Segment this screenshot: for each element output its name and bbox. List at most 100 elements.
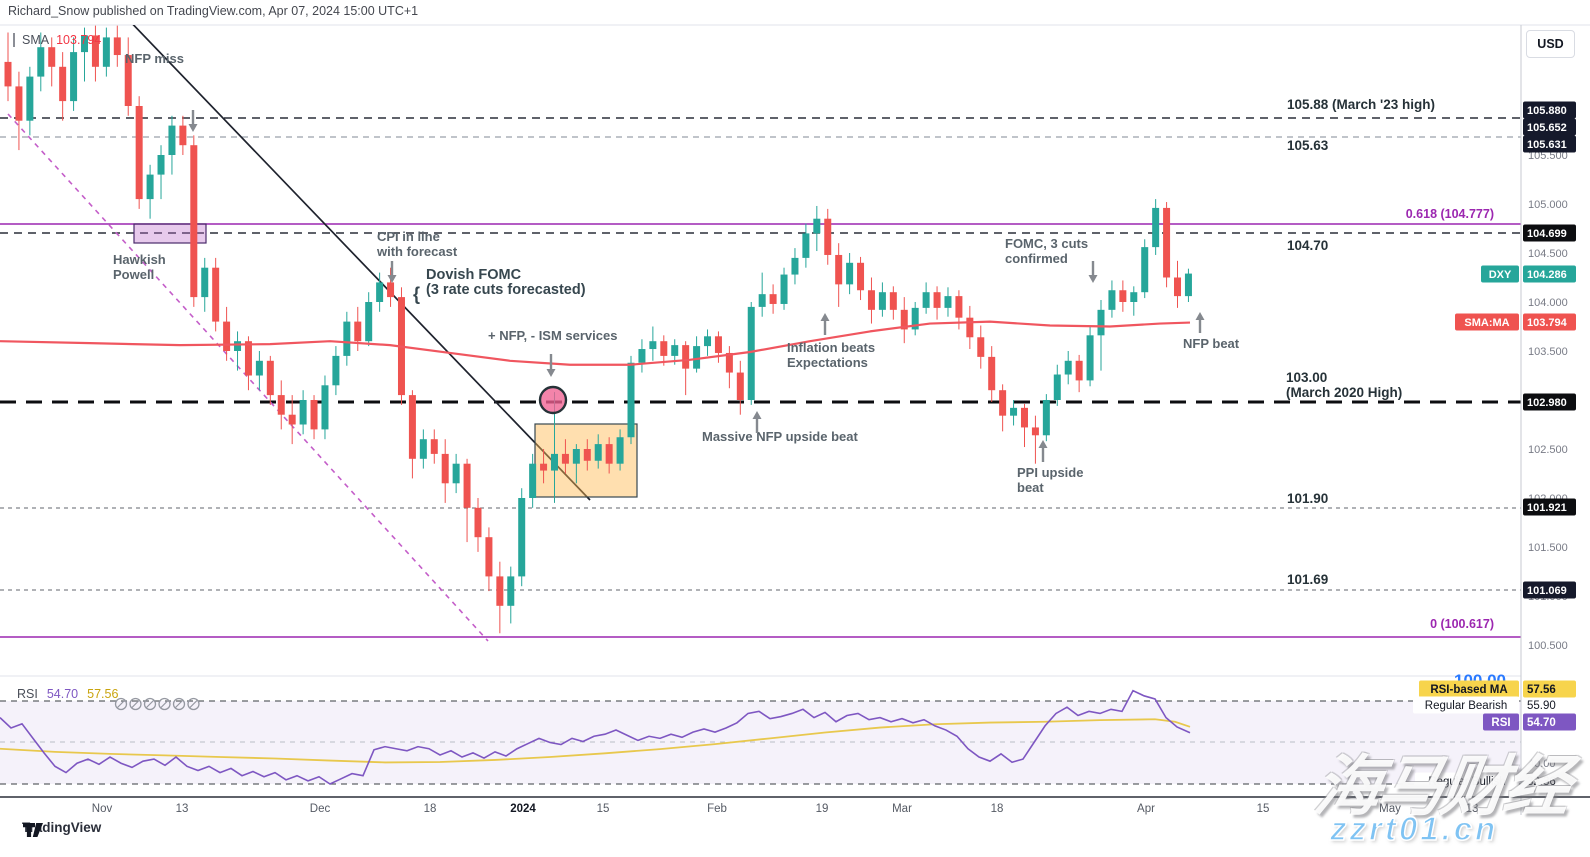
candle: [955, 296, 963, 318]
candle: [551, 453, 558, 471]
candle: [441, 453, 449, 484]
candle: [244, 341, 252, 376]
time-tick: Apr: [1137, 803, 1155, 815]
candle: [321, 385, 329, 430]
svg-text:Hawkish: Hawkish: [113, 252, 166, 267]
svg-text:105.880: 105.880: [1527, 105, 1567, 117]
tradingview-branding[interactable]: TradingView: [22, 820, 101, 837]
circle-marker: [538, 385, 568, 415]
svg-text:104.286: 104.286: [1527, 269, 1567, 281]
currency-unit-button[interactable]: USD: [1526, 30, 1575, 58]
rsi-legend-label: RSI: [17, 687, 38, 701]
time-tick: 19: [816, 803, 829, 815]
candle: [474, 507, 482, 538]
candle: [1184, 273, 1192, 297]
rsi-pane: [0, 689, 1521, 785]
rsi-legend[interactable]: RSI 54.70 57.56: [17, 687, 118, 701]
candle: [966, 317, 974, 338]
time-axis[interactable]: Nov 13 Dec 18 2024 15 Feb 19 Mar 18 Apr 15 May 13: [0, 796, 1590, 815]
candle: [146, 174, 154, 200]
note-brace: {: [413, 284, 420, 304]
main-series-legend[interactable]: SMA 103.794: [13, 33, 101, 47]
candle: [266, 360, 274, 396]
rsi-line: [0, 689, 1191, 785]
price-badge: [1523, 224, 1576, 242]
candle: [638, 349, 646, 363]
price-tick: 101.500: [1528, 542, 1568, 554]
candle: [682, 345, 690, 369]
candle: [693, 346, 701, 369]
svg-text:(3 rate cuts forecasted): (3 rate cuts forecasted): [426, 282, 586, 298]
arrow-up-icon: [820, 313, 830, 321]
price-tick: 105.000: [1528, 199, 1568, 211]
candle: [255, 360, 263, 376]
sma-line: [0, 320, 1191, 366]
legend-handle-icon: [13, 33, 15, 47]
candle: [91, 35, 99, 67]
candle: [135, 106, 143, 200]
candle: [354, 321, 362, 342]
rsi-axis[interactable]: 40.00 RSI-based MA 57.56 Regular Bearish 55.…: [1413, 680, 1576, 790]
price-tick: 103.500: [1528, 346, 1568, 358]
candle: [977, 337, 985, 357]
svg-text:101.69: 101.69: [1287, 572, 1328, 587]
price-badge: [1523, 313, 1576, 331]
svg-text:(March 2020 High): (March 2020 High): [1286, 385, 1402, 400]
candle: [288, 414, 296, 425]
arrow-down-icon: [1088, 275, 1098, 283]
note-nfp-miss: NFP miss: [125, 51, 184, 66]
indicator-circle-icon: [143, 697, 157, 711]
candle: [1097, 309, 1105, 336]
time-tick: Feb: [707, 803, 727, 815]
price-axis[interactable]: 105.500105.000104.500104.000103.500103.0…: [1455, 25, 1576, 815]
time-tick: 13: [1466, 803, 1479, 815]
time-tick: 15: [1257, 803, 1270, 815]
note-nfp-ism: + NFP, - ISM services: [488, 328, 617, 343]
candle: [540, 463, 548, 471]
sma-legend-value: 103.794: [56, 33, 102, 47]
chart-frame: [0, 24, 1590, 677]
candle: [201, 267, 209, 298]
arrow-up-icon: [1195, 312, 1205, 320]
svg-text:105.88 (March '23 high): 105.88 (March '23 high): [1287, 97, 1435, 112]
candle: [561, 453, 569, 464]
candle: [113, 37, 121, 56]
candle: [1119, 290, 1127, 302]
candle: [769, 294, 777, 304]
price-badge: [1523, 135, 1576, 153]
candlestick-series: [4, 25, 1192, 634]
svg-text:with forecast: with forecast: [376, 244, 458, 259]
candle: [277, 395, 285, 415]
arrow-down-icon: [387, 275, 397, 283]
candle: [419, 439, 427, 459]
svg-text:105.652: 105.652: [1527, 122, 1567, 134]
time-tick: Mar: [892, 803, 912, 815]
note-massive-nfp: Massive NFP upside beat: [702, 429, 858, 444]
svg-text:FOMC, 3 cuts: FOMC, 3 cuts: [1005, 236, 1088, 251]
candle: [496, 576, 504, 606]
candle: [660, 341, 668, 356]
candle: [408, 395, 416, 459]
candle: [835, 254, 843, 285]
level-labels: 105.88 (March '23 high) 105.63 104.70 103.0…: [1286, 97, 1506, 690]
price-tick: 105.500: [1528, 150, 1568, 162]
candle: [430, 439, 438, 454]
candle: [1042, 400, 1050, 436]
candle: [1075, 360, 1083, 381]
trendlines: [7, 25, 591, 642]
price-tick: 100.500: [1528, 640, 1568, 652]
price-tick: 104.500: [1528, 248, 1568, 260]
arrow-down-icon: [546, 369, 556, 377]
candle: [867, 290, 875, 310]
time-tick: 13: [176, 803, 189, 815]
time-tick: 18: [424, 803, 437, 815]
candle: [463, 463, 471, 508]
candle: [518, 498, 526, 577]
candle: [583, 449, 591, 461]
candle: [376, 282, 384, 302]
time-tick: Nov: [92, 803, 113, 815]
candle: [605, 444, 613, 464]
indicator-circle-icon: [158, 697, 171, 711]
